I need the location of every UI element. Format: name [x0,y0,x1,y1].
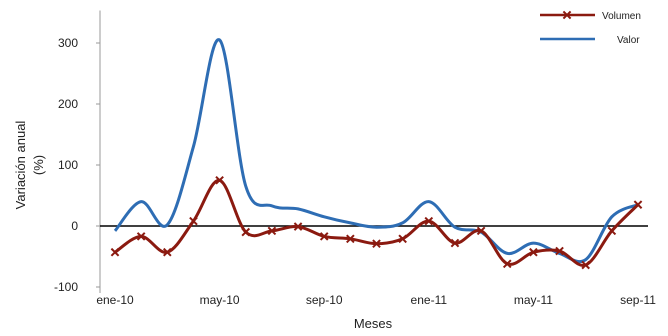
y-axis-title-line2: (%) [31,155,46,175]
x-tick-label: sep-10 [306,293,343,307]
data-point-volumen [189,216,198,226]
x-axis-title: Meses [354,316,393,331]
data-point-volumen [529,247,538,257]
y-tick-label: -100 [54,280,78,294]
legend-marker-volumen [562,10,572,20]
y-tick-label: 0 [71,219,78,233]
data-point-volumen [136,232,146,241]
data-point-volumen [476,226,486,236]
x-tick-label: ene-11 [411,293,448,307]
data-point-volumen [581,260,591,270]
data-point-volumen [502,259,512,269]
legend-label-volumen: Volumen [602,11,641,22]
y-axis-title-line1: Variación anual [13,121,28,210]
series-lines [113,38,640,267]
axes [99,10,648,293]
data-point-volumen [398,234,407,244]
data-point-volumen [607,226,617,236]
x-tick-label: ene-10 [96,293,134,307]
legend-label-valor: Valor [617,35,640,46]
data-point-volumen [241,227,251,237]
data-point-volumen [215,175,224,185]
data-point-volumen [450,238,460,248]
x-tick-label: may-10 [200,293,240,307]
legend-marker-x [562,10,572,20]
data-point-volumen [293,222,303,231]
data-point-volumen [319,232,329,241]
data-point-volumen [555,246,564,256]
y-tick-labels: -100 0 100 200 300 [54,36,100,294]
data-point-volumen [633,200,643,209]
data-point-volumen [346,234,355,244]
series-line-valor [113,38,639,264]
y-tick-label: 200 [58,97,78,111]
y-tick-label: 300 [58,36,78,50]
data-point-volumen [372,239,381,248]
x-tick-label: may-11 [514,293,553,307]
data-point-volumen [110,247,120,257]
data-point-volumen [162,247,172,257]
legend-item-volumen: Volumen [540,10,641,22]
x-tick-labels: ene-10 may-10 sep-10 ene-11 may-11 sep-11 [96,293,656,307]
data-point-volumen [267,226,277,236]
legend: Volumen Valor [540,10,641,46]
x-tick-label: sep-11 [620,293,656,307]
legend-item-valor: Valor [540,35,640,46]
data-point-volumen [424,216,434,226]
y-tick-label: 100 [58,158,78,172]
series-markers [110,175,643,270]
